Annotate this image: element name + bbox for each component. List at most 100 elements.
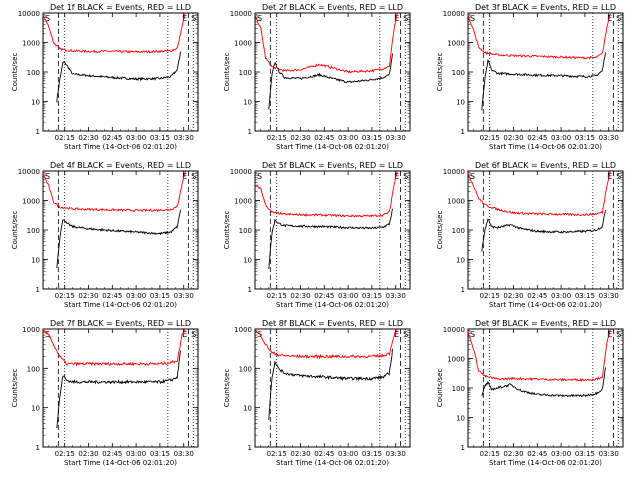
- marker-e: E: [394, 330, 399, 339]
- marker-s-left: S: [470, 330, 475, 339]
- events-series-line: [268, 348, 393, 420]
- y-axis-label: Counts/sec: [11, 211, 19, 250]
- y-tick-label: 10000: [18, 10, 40, 18]
- x-axis-label: Start Time (14-Oct-06 02:01:20): [64, 301, 177, 309]
- y-tick-label: 1000: [22, 326, 40, 334]
- y-tick-label: 100: [27, 69, 40, 77]
- x-axis-label: Start Time (14-Oct-06 02:01:20): [64, 143, 177, 151]
- x-tick-label: 03:15: [362, 134, 382, 142]
- y-tick-label: 1000: [22, 198, 40, 206]
- y-tick-label: 1000: [447, 40, 465, 48]
- marker-s-left: S: [470, 14, 475, 23]
- x-tick-label: 02:45: [527, 134, 547, 142]
- x-tick-label: 03:00: [338, 292, 358, 300]
- plot-frame: [42, 328, 199, 448]
- events-series-line: [56, 209, 181, 269]
- y-tick-label: 100: [452, 227, 465, 235]
- x-tick-label: 03:15: [362, 450, 382, 458]
- x-tick-label: 03:00: [551, 134, 571, 142]
- y-tick-label: 1: [36, 286, 40, 294]
- x-axis-label: Start Time (14-Oct-06 02:01:20): [489, 143, 602, 151]
- x-tick-label: 02:15: [480, 450, 500, 458]
- marker-s-left: S: [470, 172, 475, 181]
- x-tick-label: 03:15: [575, 292, 595, 300]
- x-tick-label: 03:15: [575, 134, 595, 142]
- y-tick-label: 100: [239, 365, 252, 373]
- x-tick-label: 02:15: [267, 134, 287, 142]
- x-tick-label: 03:30: [174, 450, 194, 458]
- marker-e: E: [182, 14, 187, 23]
- y-axis-label: Counts/sec: [11, 53, 19, 92]
- panel-det-6: Det 6f BLACK = Events, RED = LLD 1 10 100 10…: [436, 161, 624, 309]
- x-tick-label: 03:00: [126, 134, 146, 142]
- events-series-line: [56, 350, 181, 429]
- y-tick-label: 1: [461, 286, 465, 294]
- plot-frame: [254, 170, 411, 290]
- y-tick-label: 10: [31, 257, 40, 265]
- marker-e: E: [607, 330, 612, 339]
- y-axis-label: Counts/sec: [223, 369, 231, 408]
- marker-e: E: [607, 14, 612, 23]
- x-tick-label: 03:00: [126, 292, 146, 300]
- x-tick-label: 02:15: [480, 134, 500, 142]
- y-tick-label: 1: [248, 286, 252, 294]
- marker-e: E: [394, 14, 399, 23]
- y-tick-label: 1: [248, 128, 252, 136]
- panel-title: Det 8f BLACK = Events, RED = LLD: [262, 319, 403, 328]
- lld-series-line: [254, 328, 398, 360]
- marker-s-right: S: [403, 14, 408, 23]
- y-axis-label: Counts/sec: [436, 53, 444, 92]
- x-tick-label: 03:00: [551, 450, 571, 458]
- x-tick-label: 02:30: [503, 450, 523, 458]
- marker-s-right: S: [616, 14, 621, 23]
- marker-s-left: S: [45, 330, 50, 339]
- x-tick-label: 03:00: [338, 450, 358, 458]
- marker-e: E: [182, 172, 187, 181]
- x-tick-label: 02:45: [314, 292, 334, 300]
- y-axis-label: Counts/sec: [223, 53, 231, 92]
- x-tick-label: 02:45: [102, 450, 122, 458]
- x-tick-label: 03:15: [575, 450, 595, 458]
- events-series-line: [56, 51, 181, 103]
- x-tick-label: 02:30: [290, 450, 310, 458]
- marker-s-left: S: [257, 330, 262, 339]
- x-tick-label: 03:15: [150, 292, 170, 300]
- marker-s-right: S: [191, 14, 196, 23]
- y-tick-label: 1000: [447, 356, 465, 364]
- y-tick-label: 1000: [234, 40, 252, 48]
- x-axis-label: Start Time (14-Oct-06 02:01:20): [489, 459, 602, 467]
- panel-det-7: Det 7f BLACK = Events, RED = LLD 1 10 100 10…: [11, 319, 199, 467]
- y-tick-label: 100: [452, 385, 465, 393]
- x-tick-label: 02:30: [78, 134, 98, 142]
- marker-s-right: S: [191, 330, 196, 339]
- x-tick-label: 02:15: [267, 450, 287, 458]
- y-tick-label: 1000: [22, 40, 40, 48]
- y-tick-label: 1000: [234, 198, 252, 206]
- y-tick-label: 10: [31, 405, 40, 413]
- panel-det-4: Det 4f BLACK = Events, RED = LLD 1 10 100 10…: [11, 161, 199, 309]
- events-series-line: [268, 53, 393, 110]
- x-tick-label: 02:45: [314, 134, 334, 142]
- y-axis-label: Counts/sec: [436, 211, 444, 250]
- x-tick-label: 02:15: [55, 450, 75, 458]
- x-axis-label: Start Time (14-Oct-06 02:01:20): [276, 143, 389, 151]
- x-tick-label: 02:30: [290, 292, 310, 300]
- marker-s-left: S: [257, 14, 262, 23]
- plot-frame: [254, 328, 411, 448]
- x-tick-label: 02:30: [78, 450, 98, 458]
- y-axis-label: Counts/sec: [436, 369, 444, 408]
- events-series-line: [481, 367, 606, 398]
- x-tick-label: 03:00: [551, 292, 571, 300]
- lld-series-line: [467, 13, 611, 60]
- y-tick-label: 1: [461, 128, 465, 136]
- marker-s-right: S: [616, 330, 621, 339]
- y-tick-label: 100: [27, 365, 40, 373]
- x-tick-label: 02:45: [314, 450, 334, 458]
- x-tick-label: 02:15: [55, 292, 75, 300]
- x-tick-label: 03:30: [599, 450, 619, 458]
- panel-title: Det 9f BLACK = Events, RED = LLD: [475, 319, 616, 328]
- y-tick-label: 100: [452, 69, 465, 77]
- x-tick-label: 02:15: [267, 292, 287, 300]
- x-axis-label: Start Time (14-Oct-06 02:01:20): [64, 459, 177, 467]
